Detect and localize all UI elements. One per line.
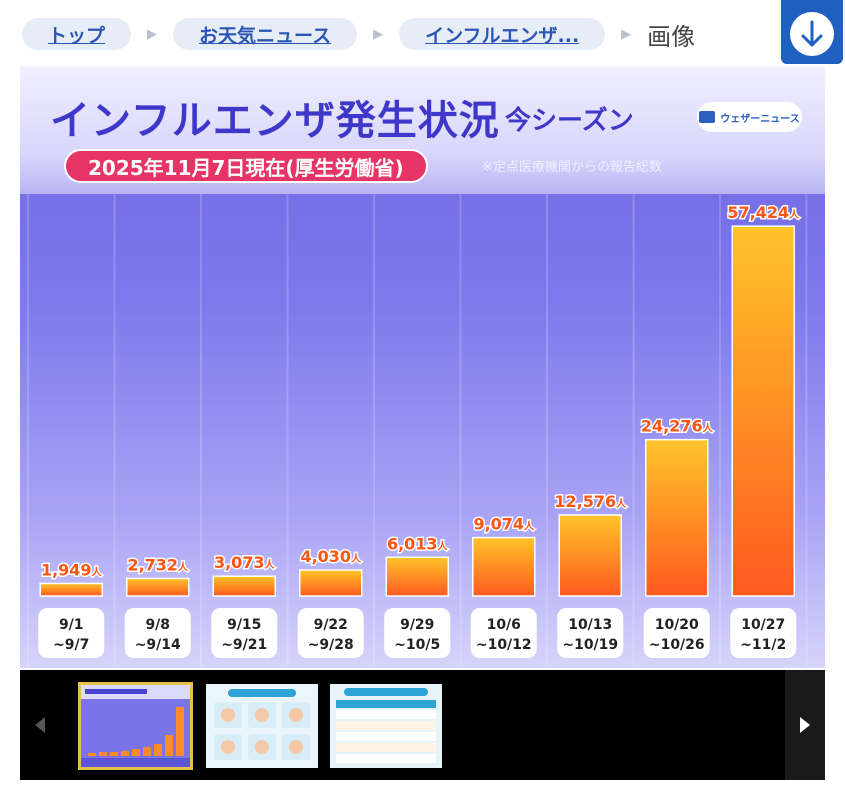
- value-labels: 1,949人 2,732人 3,073人 4,030人 6,013人 9,074人 12,5…: [39, 202, 801, 581]
- bar: [299, 569, 363, 597]
- category-label: 10/6: [487, 617, 521, 633]
- category-label: 10/20: [655, 617, 699, 633]
- bar-value-label: 2,732人: [127, 555, 189, 574]
- bars: [39, 225, 795, 597]
- unit-label: 人: [616, 497, 627, 510]
- bar: [385, 556, 449, 597]
- breadcrumb-link[interactable]: インフルエンザ...: [425, 24, 580, 47]
- category-box: [643, 608, 710, 658]
- chevron-right-icon: [800, 717, 810, 733]
- category-box: [730, 608, 797, 658]
- logo-text: ウェザーニュース: [720, 113, 800, 125]
- category-label: 9/29: [400, 617, 434, 633]
- bar: [472, 536, 536, 597]
- source-note: ※定点医療機関からの報告総数: [482, 160, 662, 175]
- category-box: [38, 608, 105, 658]
- bar-value-label: 6,013人: [387, 534, 449, 553]
- breadcrumb-current: 画像: [647, 22, 696, 51]
- bar-value-label: 57,424人: [727, 203, 800, 222]
- bar: [39, 582, 103, 597]
- bar: [126, 577, 190, 597]
- chevron-right-icon: ▶: [373, 26, 384, 42]
- bar-value-label: 24,276人: [641, 417, 714, 436]
- infographic-season: 今シーズン: [505, 106, 634, 136]
- category-box: [384, 608, 451, 658]
- category-label: 9/15: [227, 617, 261, 633]
- category-box: [211, 608, 278, 658]
- category-label: 9/22: [314, 617, 348, 633]
- breadcrumb-link[interactable]: トップ: [48, 24, 106, 47]
- thumbnail-handwashing[interactable]: [206, 684, 318, 768]
- breadcrumb-item-top[interactable]: トップ: [22, 18, 132, 50]
- bar: [212, 575, 276, 597]
- weathernews-logo-icon: [699, 111, 716, 123]
- unit-label: 人: [703, 422, 714, 435]
- bar: [558, 514, 622, 597]
- bar: [645, 438, 709, 597]
- chevron-right-icon: ▶: [621, 26, 632, 42]
- breadcrumb: トップ ▶ お天気ニュース ▶ インフルエンザ... ▶ 画像: [22, 8, 782, 60]
- breadcrumb-link[interactable]: お天気ニュース: [199, 24, 332, 47]
- unit-label: 人: [438, 539, 449, 552]
- download-arrow-icon: [790, 12, 834, 56]
- category-label: ~10/26: [649, 637, 705, 653]
- category-label: 10/13: [568, 617, 612, 633]
- chevron-right-icon: ▶: [147, 26, 158, 42]
- category-label: ~10/5: [394, 637, 440, 653]
- thumbnail-strip: [20, 670, 825, 780]
- next-button[interactable]: [785, 670, 825, 780]
- bar: [731, 225, 795, 597]
- chevron-left-icon: [35, 717, 45, 733]
- category-box: [297, 608, 364, 658]
- unit-label: 人: [92, 565, 103, 578]
- unit-label: 人: [178, 560, 189, 573]
- category-label: 9/8: [145, 617, 170, 633]
- category-label: 9/1: [59, 617, 84, 633]
- previous-button[interactable]: [20, 670, 60, 780]
- infographic-image: 1,949人 2,732人 3,073人 4,030人 6,013人 9,074人 12,5…: [20, 66, 825, 668]
- weathernews-logo: ウェザーニュース: [697, 102, 802, 132]
- chart-thumbnail-graphic: [81, 685, 190, 767]
- bar-value-label: 9,074人: [473, 515, 535, 534]
- category-label: 10/27: [741, 617, 785, 633]
- handwashing-thumbnail-graphic: [206, 684, 318, 768]
- table-thumbnail-graphic: [330, 684, 442, 768]
- thumbnail-handwashing-table[interactable]: [330, 684, 442, 768]
- infographic-banner: インフルエンザ発生状況 今シーズン ウェザーニュース 2025年11月7日現在(…: [20, 66, 825, 194]
- date-badge: 2025年11月7日現在(厚生労働省): [64, 149, 428, 183]
- column-dividers: [27, 194, 808, 666]
- category-label: ~9/28: [308, 637, 354, 653]
- category-label: ~10/12: [476, 637, 532, 653]
- bar-value-label: 1,949人: [41, 560, 103, 579]
- bar-value-label: 12,576人: [554, 492, 627, 511]
- breadcrumb-item-weather-news[interactable]: お天気ニュース: [173, 18, 358, 50]
- category-labels: 9/1 ~9/7 9/8 ~9/14 9/15 ~9/21 9/22 ~9/28 9/29 ~10…: [38, 608, 797, 658]
- download-button[interactable]: [781, 0, 843, 64]
- category-label: ~9/7: [53, 637, 89, 653]
- category-label: ~9/21: [221, 637, 267, 653]
- bar-value-label: 4,030人: [300, 547, 362, 566]
- category-box: [557, 608, 624, 658]
- bar-value-label: 3,073人: [214, 553, 276, 572]
- category-box: [124, 608, 191, 658]
- category-label: ~9/14: [135, 637, 181, 653]
- breadcrumb-item-article[interactable]: インフルエンザ...: [399, 18, 606, 50]
- category-label: ~11/2: [740, 637, 786, 653]
- unit-label: 人: [351, 552, 362, 565]
- category-label: ~10/19: [562, 637, 618, 653]
- bar-chart: 1,949人 2,732人 3,073人 4,030人 6,013人 9,074人 12,5…: [27, 194, 808, 666]
- category-box: [470, 608, 537, 658]
- thumbnail-chart[interactable]: [78, 682, 193, 770]
- unit-label: 人: [524, 520, 535, 533]
- unit-label: 人: [265, 558, 276, 571]
- infographic-title: インフルエンザ発生状況: [50, 98, 500, 144]
- unit-label: 人: [789, 208, 800, 221]
